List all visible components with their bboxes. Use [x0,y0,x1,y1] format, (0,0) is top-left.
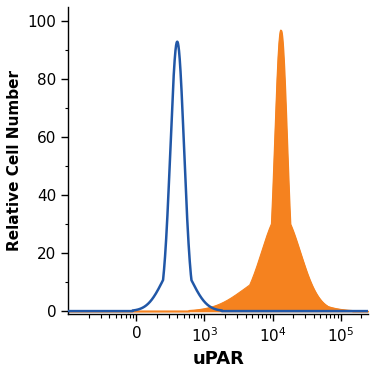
Y-axis label: Relative Cell Number: Relative Cell Number [7,70,22,251]
X-axis label: uPAR: uPAR [192,350,244,368]
